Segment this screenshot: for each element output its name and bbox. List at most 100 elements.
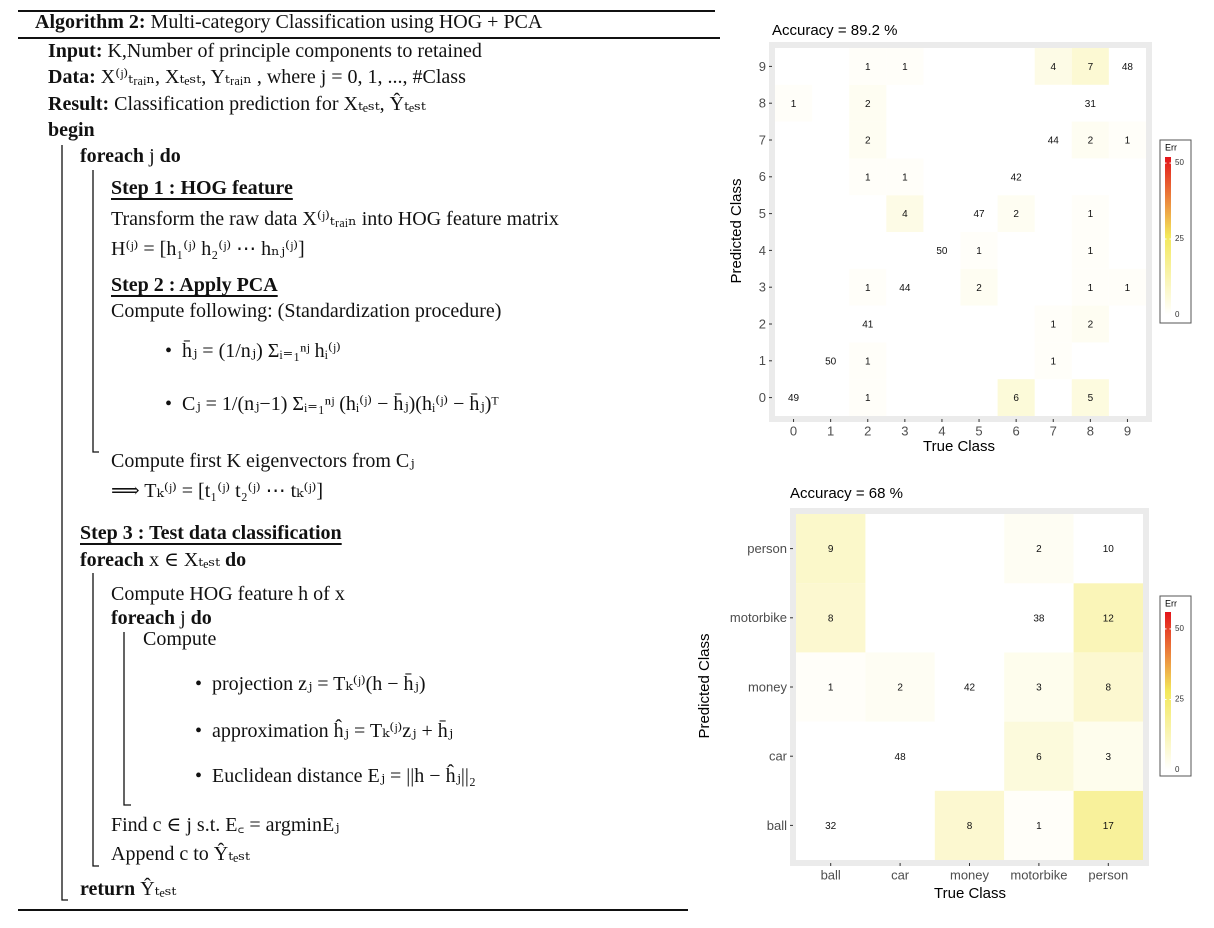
cell-label: 42 [1011, 172, 1023, 183]
heatmap-cell [960, 268, 998, 306]
colorbar-tick-label: 25 [1175, 234, 1184, 243]
heatmap-cell [1004, 583, 1074, 653]
line-text: Compute following: (Standardization proc… [111, 300, 502, 322]
y-tick-label: 8 [759, 96, 766, 111]
heatmap-cell [960, 232, 998, 269]
heatmap-cell [1073, 790, 1143, 860]
bullet: • [195, 765, 213, 787]
line-text: Find c ∈ j s.t. E꜀ = argminEⱼ [111, 814, 340, 836]
cell-label: 8 [967, 821, 973, 832]
cell-label: 1 [1125, 283, 1131, 294]
y-tick-label: 3 [759, 280, 766, 295]
block-bar [92, 170, 99, 453]
cell-label: 50 [825, 356, 837, 367]
cell-label: 1 [1050, 320, 1056, 331]
cell-label: 48 [1122, 62, 1134, 73]
y-axis-title: Predicted Class [696, 633, 713, 738]
cell-label: 1 [865, 62, 871, 73]
y-tick-label: motorbike [730, 610, 787, 625]
cell-label: 6 [1036, 752, 1042, 763]
cell-label: 1 [1050, 356, 1056, 367]
y-tick-label: ball [767, 818, 787, 833]
x-tick-label: 0 [790, 423, 797, 438]
cell-label: 1 [902, 172, 908, 183]
heatmap-cell [1034, 121, 1072, 159]
heatmap-cell [1071, 232, 1109, 269]
colorbar-tick-label: 50 [1175, 624, 1184, 633]
algorithm-line: • Euclidean distance Eⱼ = ||h − ĥⱼ||₂ [195, 764, 476, 788]
line-text: Cⱼ = 1/(nⱼ−1) Σᵢ₌₁ⁿʲ (hᵢ⁽ʲ⁾ − h̄ⱼ)(hᵢ⁽ʲ⁾… [182, 393, 499, 415]
cell-label: 32 [825, 821, 837, 832]
heatmap-cell [886, 195, 924, 232]
x-tick-label: car [891, 867, 910, 882]
heatmap-cell [1108, 121, 1146, 159]
line-text: x ∈ Xₜₑₛₜ [149, 549, 221, 571]
heatmap-cell [1071, 379, 1109, 416]
cell-label: 3 [1036, 683, 1042, 694]
cell-label: 2 [1036, 544, 1042, 555]
keyword: Input: [48, 40, 103, 62]
colorbar-tick-label: 0 [1175, 765, 1180, 774]
cell-label: 49 [788, 393, 800, 404]
cell-label: 48 [895, 752, 907, 763]
heatmap-cell [1034, 342, 1072, 380]
keyword: do [225, 549, 247, 571]
cell-label: 4 [902, 209, 908, 220]
heatmap-cell [849, 342, 887, 380]
line-text: approximation ĥⱼ = Tₖ⁽ʲ⁾zⱼ + h̄ⱼ [212, 720, 454, 742]
keyword: do [159, 145, 181, 167]
cell-label: 1 [976, 246, 982, 257]
algorithm-title-text: Multi-category Classification using HOG … [150, 11, 543, 33]
bullet: • [195, 673, 213, 695]
line-text: Compute HOG feature h of x [111, 583, 345, 605]
algorithm-line: Transform the raw data X⁽ʲ⁾ₜᵣₐᵢₙ into HO… [111, 207, 559, 231]
cell-label: 2 [1088, 136, 1094, 147]
x-tick-label: motorbike [1010, 867, 1067, 882]
y-tick-label: 7 [759, 132, 766, 147]
bullet: • [195, 720, 213, 742]
cell-label: 10 [1103, 544, 1115, 555]
cell-label: 2 [1013, 209, 1019, 220]
line-text: Ŷₜₑₛₜ [140, 878, 177, 900]
algorithm-line: Input: K,Number of principle components … [48, 39, 482, 63]
heatmap-cell [849, 48, 887, 85]
algorithm: Algorithm 2: Multi-category Classificati… [35, 11, 559, 900]
heatmap-cell [934, 790, 1005, 860]
algorithm-line: foreach j do [80, 144, 181, 168]
y-tick-label: person [747, 541, 787, 556]
heatmap-cell [796, 583, 866, 653]
cell-label: 7 [1088, 62, 1094, 73]
cell-label: 1 [865, 283, 871, 294]
y-axis-title: Predicted Class [728, 178, 745, 283]
algorithm-label: Algorithm 2: [35, 11, 146, 33]
cell-label: 44 [1048, 136, 1060, 147]
cell-label: 9 [828, 544, 834, 555]
keyword: Result: [48, 93, 110, 115]
step-heading: Step 2 : Apply PCA [111, 274, 278, 296]
colorbar [1165, 612, 1171, 770]
algorithm-line: Compute first K eigenvectors from Cⱼ [111, 449, 415, 473]
heatmap-cell [1004, 652, 1074, 722]
x-axis-title: True Class [934, 885, 1006, 902]
bullet: • [165, 340, 183, 362]
line-text: H⁽ʲ⁾ = [h₁⁽ʲ⁾ h₂⁽ʲ⁾ ⋯ hₙⱼ⁽ʲ⁾] [111, 238, 305, 260]
cell-label: 6 [1013, 393, 1019, 404]
block-bar [61, 145, 68, 901]
heatmap-cell [849, 158, 887, 196]
chart-title: Accuracy = 89.2 % [772, 22, 897, 39]
heatmap-cell [849, 268, 887, 306]
line-text: Transform the raw data X⁽ʲ⁾ₜᵣₐᵢₙ into HO… [111, 208, 559, 230]
cell-label: 1 [865, 172, 871, 183]
cell-label: 8 [828, 613, 834, 624]
y-tick-label: 9 [759, 59, 766, 74]
step-heading: Step 3 : Test data classification [80, 522, 342, 544]
line-text: Append c to Ŷₜₑₛₜ [111, 843, 250, 865]
line-text: X⁽ʲ⁾ₜᵣₐᵢₙ, Xₜₑₛₜ, Yₜᵣₐᵢₙ , where j = 0, … [100, 66, 466, 88]
cell-label: 41 [862, 320, 874, 331]
cell-label: 2 [897, 683, 903, 694]
x-tick-label: 9 [1124, 423, 1131, 438]
heatmap-cell [1004, 514, 1074, 584]
keyword: do [190, 607, 212, 629]
heatmap-cell [796, 514, 866, 584]
